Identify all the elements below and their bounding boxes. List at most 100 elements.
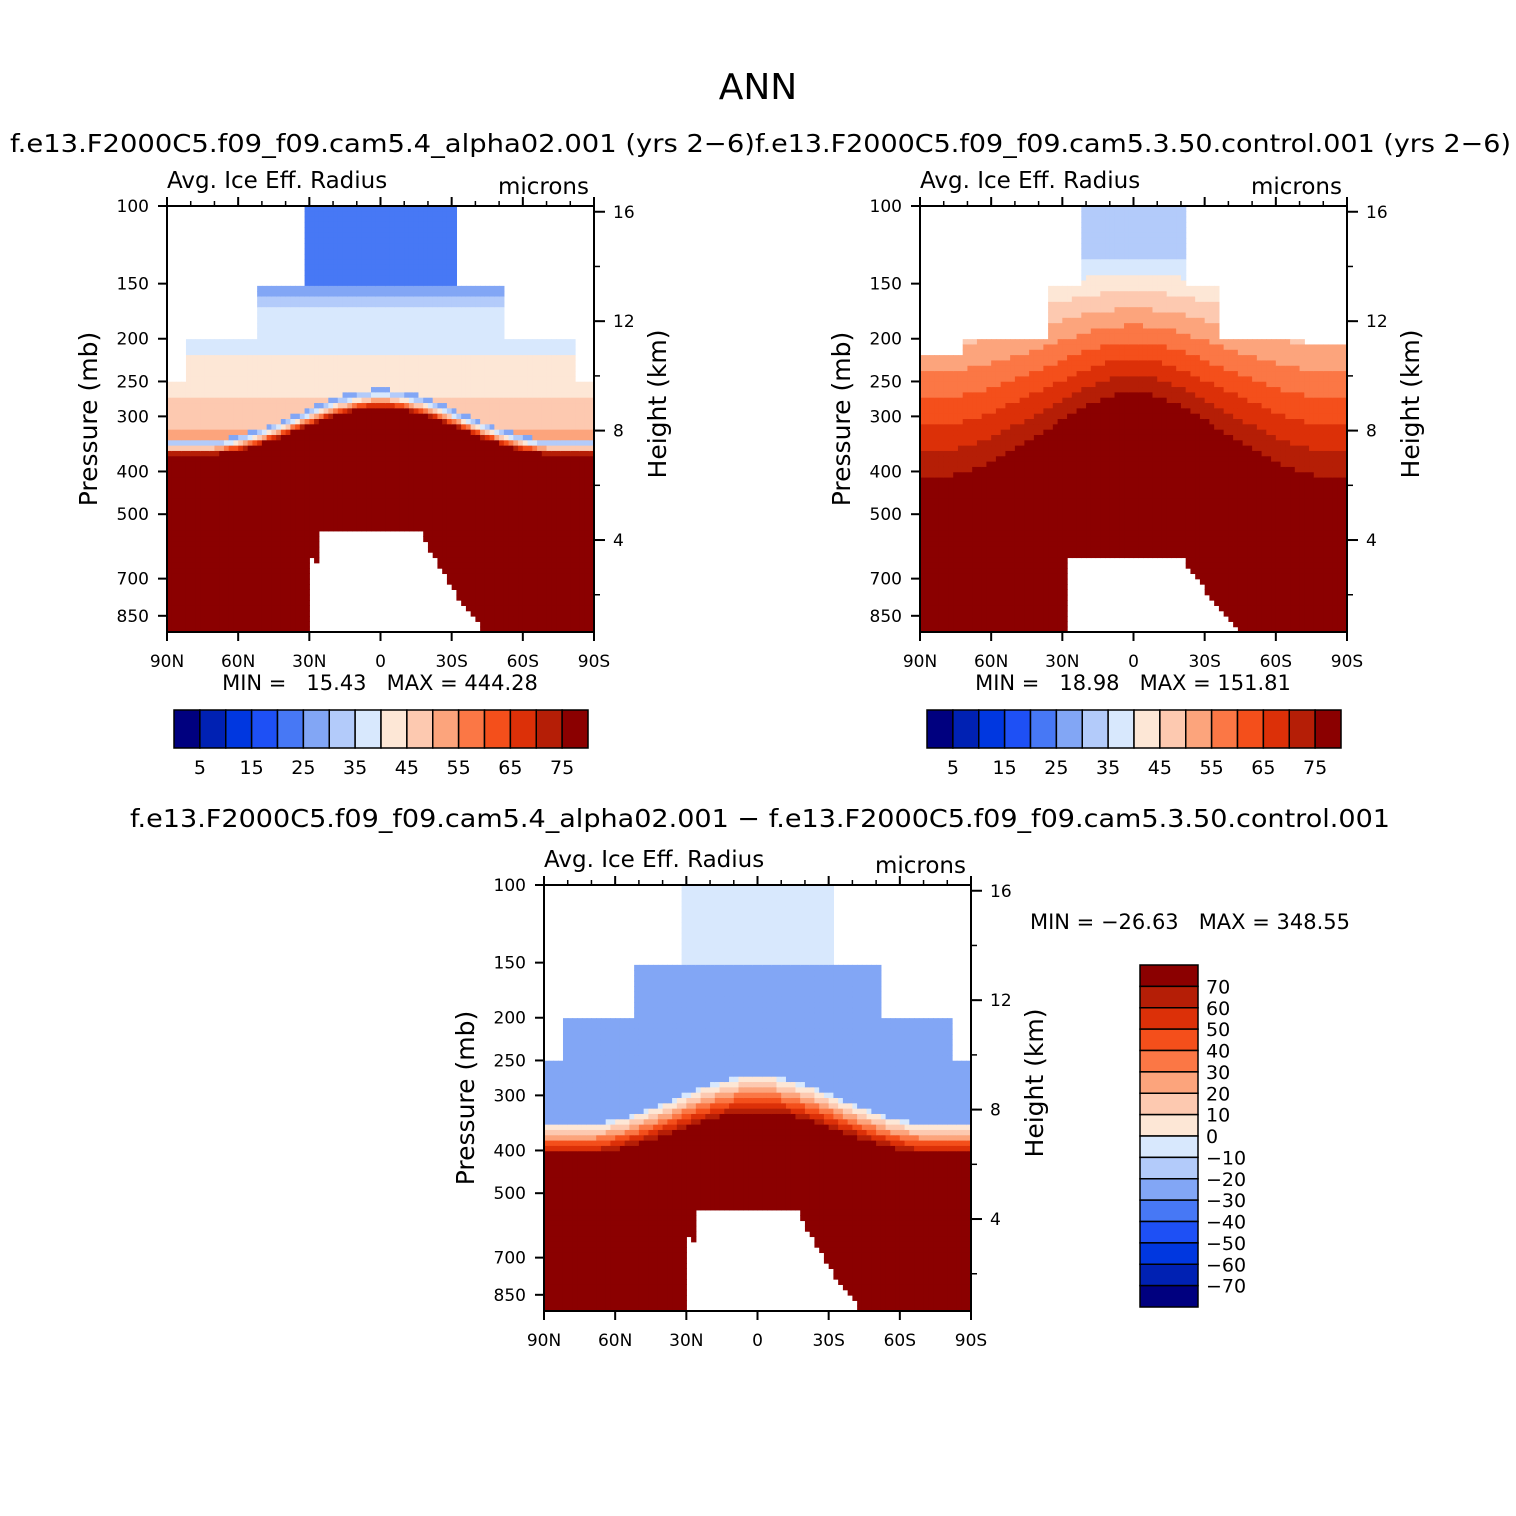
contour-cell: [352, 515, 357, 521]
contour-cell: [333, 510, 338, 516]
contour-cell: [390, 520, 395, 526]
contour-cell: [200, 536, 205, 542]
contour-cell: [381, 430, 386, 436]
contour-cell: [499, 403, 504, 409]
contour-cell: [224, 488, 229, 494]
contour-cell: [186, 419, 191, 425]
contour-cell: [252, 387, 257, 393]
contour-cell: [528, 440, 533, 446]
contour-cell: [395, 238, 400, 244]
contour-cell: [447, 547, 452, 553]
contour-cell: [452, 233, 457, 239]
contour-cell: [314, 387, 319, 393]
contour-cell: [475, 440, 480, 446]
contour-cell: [414, 291, 419, 297]
contour-cell: [471, 382, 476, 388]
contour-cell: [314, 302, 319, 308]
contour-cell: [338, 286, 343, 292]
contour-cell: [381, 424, 386, 430]
contour-cell: [499, 573, 504, 579]
contour-cell: [409, 387, 414, 393]
contour-cell: [547, 621, 552, 627]
contour-cell: [324, 398, 329, 404]
contour-cell: [281, 483, 286, 489]
contour-cell: [200, 366, 205, 372]
contour-cell: [532, 488, 537, 494]
contour-cell: [252, 446, 257, 452]
contour-cell: [513, 403, 518, 409]
contour-cell: [551, 339, 556, 345]
contour-cell: [295, 403, 300, 409]
contour-cell: [528, 408, 533, 414]
contour-cell: [252, 579, 257, 585]
contour-cell: [509, 419, 514, 425]
contour-cell: [513, 376, 518, 382]
contour-cell: [423, 430, 428, 436]
contour-cell: [214, 515, 219, 521]
contour-cell: [276, 313, 281, 319]
contour-cell: [395, 467, 400, 473]
contour-cell: [343, 382, 348, 388]
contour-cell: [409, 398, 414, 404]
contour-cell: [352, 313, 357, 319]
contour-cell: [219, 510, 224, 516]
contour-cell: [485, 286, 490, 292]
contour-cell: [347, 526, 352, 532]
contour-cell: [305, 430, 310, 436]
contour-cell: [219, 408, 224, 414]
contour-cell: [338, 307, 343, 313]
contour-cell: [248, 339, 253, 345]
contour-cell: [471, 573, 476, 579]
contour-cell: [423, 323, 428, 329]
contour-cell: [210, 504, 215, 510]
contour-cell: [205, 568, 210, 574]
contour-cell: [456, 552, 461, 558]
contour-cell: [452, 531, 457, 537]
contour-cell: [295, 488, 300, 494]
contour-cell: [418, 488, 423, 494]
contour-cell: [537, 371, 542, 377]
contour-cell: [532, 414, 537, 420]
contour-cell: [523, 499, 528, 505]
contour-cell: [195, 376, 200, 382]
contour-cell: [423, 446, 428, 452]
contour-cell: [490, 451, 495, 457]
contour-cell: [191, 584, 196, 590]
contour-cell: [290, 462, 295, 468]
contour-cell: [532, 478, 537, 484]
contour-cell: [452, 440, 457, 446]
contour-cell: [471, 504, 476, 510]
contour-cell: [513, 456, 518, 462]
contour-cell: [475, 297, 480, 303]
contour-cell: [504, 568, 509, 574]
contour-cell: [200, 414, 205, 420]
contour-cell: [504, 376, 509, 382]
contour-cell: [532, 403, 537, 409]
contour-cell: [509, 350, 514, 356]
contour-cell: [233, 552, 238, 558]
contour-cell: [513, 552, 518, 558]
contour-cell: [362, 483, 367, 489]
contour-cell: [485, 552, 490, 558]
contour-cell: [499, 424, 504, 430]
contour-cell: [532, 510, 537, 516]
contour-cell: [191, 414, 196, 420]
contour-cell: [186, 382, 191, 388]
contour-cell: [452, 281, 457, 287]
contour-cell: [428, 344, 433, 350]
contour-cell: [191, 600, 196, 606]
contour-cell: [347, 344, 352, 350]
contour-cell: [518, 451, 523, 457]
contour-cell: [233, 499, 238, 505]
contour-cell: [466, 541, 471, 547]
contour-cell: [276, 446, 281, 452]
contour-cell: [238, 611, 243, 617]
contour-cell: [542, 478, 547, 484]
contour-cell: [475, 408, 480, 414]
contour-cell: [456, 478, 461, 484]
contour-cell: [267, 350, 272, 356]
contour-cell: [319, 227, 324, 233]
contour-cell: [305, 446, 310, 452]
contour-cell: [300, 579, 305, 585]
contour-cell: [248, 366, 253, 372]
